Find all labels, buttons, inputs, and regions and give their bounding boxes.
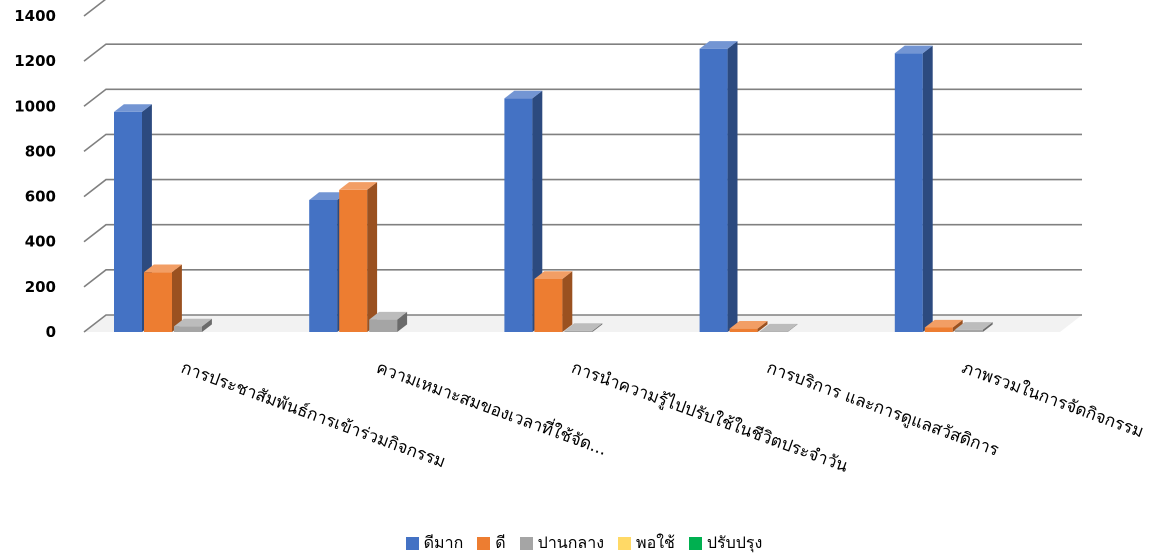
bar-front	[564, 330, 593, 332]
legend-item: พอใช้	[618, 531, 675, 556]
legend-item: ปานกลาง	[519, 531, 605, 556]
bar-top	[894, 45, 933, 54]
gridline	[83, 314, 1082, 333]
bar-top	[954, 322, 993, 330]
bar-front	[174, 326, 202, 332]
y-tick-label: 600	[25, 188, 56, 206]
y-tick-label: 1000	[14, 97, 56, 115]
y-tick-label: 1200	[14, 52, 56, 70]
legend-item: ดีมาก	[405, 531, 464, 556]
legend-label: ดี	[495, 532, 506, 552]
y-tick-label: 0	[46, 323, 56, 341]
gridline	[83, 178, 1082, 198]
bar-top	[339, 182, 378, 190]
bar-front	[309, 199, 338, 332]
bar-front	[534, 278, 563, 332]
legend-item: ปรับปรุง	[688, 531, 763, 556]
bar-front	[144, 272, 172, 332]
y-tick-label: 200	[25, 278, 56, 296]
bar-front	[924, 327, 953, 332]
gridline	[83, 0, 107, 17]
bar-top	[309, 192, 348, 200]
bar-side	[757, 320, 768, 332]
bar-side	[367, 182, 378, 332]
bar-side	[532, 90, 543, 332]
gridline	[83, 133, 1082, 153]
bar-side	[202, 318, 212, 332]
bar-side	[172, 264, 182, 332]
chart-legend: ดีมาก ดี ปานกลาง พอใช้ ปรับปรุง	[0, 530, 1168, 556]
bar-front	[729, 328, 758, 332]
gridline	[83, 43, 1082, 62]
bar-front	[369, 319, 398, 332]
bar-front	[894, 53, 923, 332]
y-tick-label: 1400	[14, 7, 56, 25]
bar-top	[174, 318, 212, 327]
legend-label: ปรับปรุง	[706, 532, 763, 552]
legend-item: ดี	[477, 531, 506, 556]
legend-label: ดีมาก	[423, 532, 464, 552]
bar-side	[982, 322, 993, 332]
bar-top	[729, 320, 768, 329]
bar-top	[504, 90, 543, 99]
y-tick-label: 800	[25, 142, 56, 160]
bar-chart: 0200400600800100012001400การประชาสัมพันธ…	[14, 0, 1146, 477]
bar-side	[922, 45, 933, 332]
bar-front	[114, 111, 142, 332]
bar-side	[727, 41, 738, 332]
gridline	[83, 269, 1082, 288]
legend-swatch	[688, 536, 702, 550]
bar-top	[564, 323, 603, 331]
legend-label: ปานกลาง	[537, 532, 605, 552]
bar-front	[504, 98, 533, 332]
bar-top	[924, 319, 963, 328]
x-tick-label: ภาพรวมในการจัดกิจกรรม	[959, 357, 1146, 442]
bar-top	[534, 271, 573, 279]
bar-top	[114, 104, 152, 112]
legend-label: พอใช้	[636, 532, 675, 552]
bar-side	[952, 319, 963, 332]
legend-swatch	[477, 536, 491, 550]
legend-swatch	[519, 536, 533, 550]
bar-side	[562, 271, 573, 332]
bar-side	[787, 323, 798, 332]
legend-swatch	[405, 536, 419, 550]
legend-swatch	[618, 536, 632, 550]
y-tick-label: 400	[25, 233, 56, 251]
bar-front	[954, 329, 983, 332]
bar-front	[699, 48, 728, 332]
bar-top	[369, 311, 408, 320]
gridline	[83, 223, 1082, 243]
bar-side	[592, 323, 603, 332]
gridline	[83, 88, 1082, 107]
bar-top	[699, 41, 738, 49]
bar-top	[759, 323, 798, 332]
bar-top	[144, 264, 182, 273]
bar-side	[397, 311, 408, 332]
bar-front	[339, 189, 368, 332]
